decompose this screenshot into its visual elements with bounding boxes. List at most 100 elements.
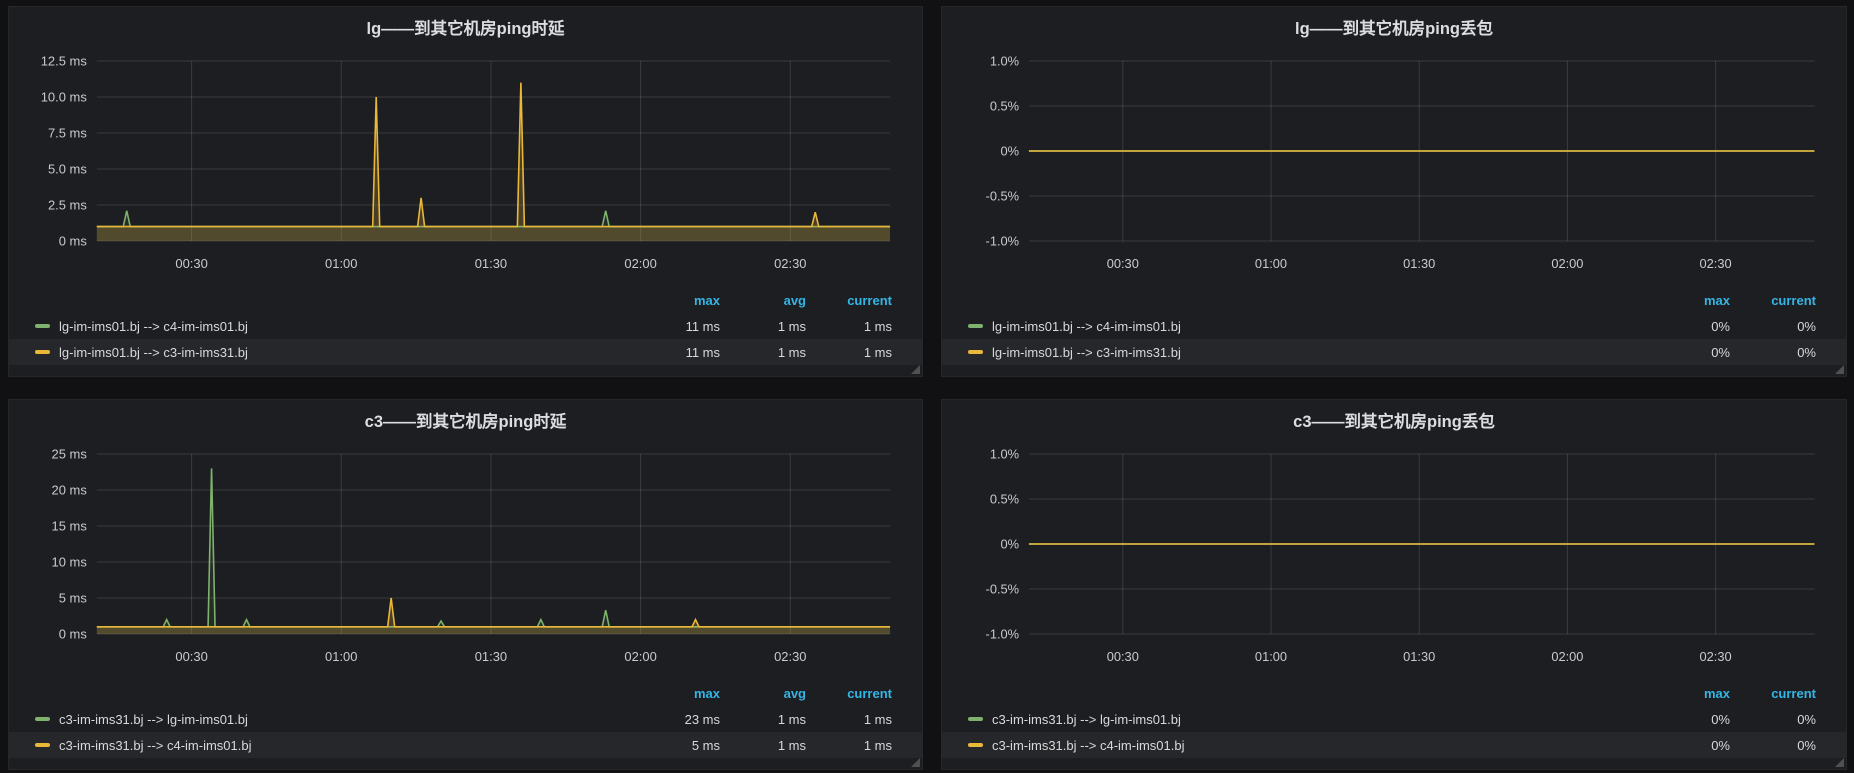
legend-column-max[interactable]: max bbox=[1703, 685, 1730, 701]
y-tick-label: 0.5% bbox=[990, 491, 1020, 506]
legend-row: c3-im-ims31.bj --> c4-im-ims01.bj 0% 0% bbox=[942, 732, 1846, 758]
panel-lg-ping-loss: lg——到其它机房ping丢包 1.0% 0.5% 0% -0.5% -1.0% 00:3… bbox=[941, 6, 1847, 377]
legend-series-name[interactable]: c3-im-ims31.bj --> lg-im-ims01.bj bbox=[59, 711, 248, 727]
panel-resize-handle[interactable] bbox=[911, 758, 920, 767]
legend-series-name[interactable]: c3-im-ims31.bj --> lg-im-ims01.bj bbox=[992, 711, 1181, 727]
legend-row: lg-im-ims01.bj --> c3-im-ims31.bj 11 ms 1 … bbox=[9, 339, 922, 365]
series-color-swatch-icon[interactable] bbox=[35, 717, 50, 721]
series-line bbox=[96, 210, 891, 228]
legend-column-current[interactable]: current bbox=[1771, 292, 1816, 308]
y-tick-label: -0.5% bbox=[986, 581, 1020, 596]
x-tick-label: 00:30 bbox=[1107, 649, 1139, 664]
x-tick-label: 01:30 bbox=[1403, 649, 1435, 664]
y-tick-label: 2.5 ms bbox=[48, 197, 87, 212]
x-tick-label: 01:00 bbox=[1255, 256, 1287, 271]
panel-title[interactable]: c3——到其它机房ping丢包 bbox=[1293, 413, 1495, 431]
legend-series-name[interactable]: lg-im-ims01.bj --> c3-im-ims31.bj bbox=[992, 344, 1181, 360]
y-tick-label: 5 ms bbox=[59, 590, 88, 605]
y-tick-label: -1.0% bbox=[986, 626, 1020, 641]
y-tick-label: 1.0% bbox=[990, 53, 1020, 68]
legend-series-name[interactable]: c3-im-ims31.bj --> c4-im-ims01.bj bbox=[992, 737, 1185, 753]
series-fill bbox=[96, 210, 891, 241]
timeseries-chart[interactable]: 1.0% 0.5% 0% -0.5% -1.0% 00:30 01:00 01:30 02:00… bbox=[942, 7, 1846, 279]
x-tick-label: 01:00 bbox=[325, 649, 357, 664]
series-color-swatch-icon[interactable] bbox=[35, 743, 50, 747]
y-tick-label: 7.5 ms bbox=[48, 125, 87, 140]
y-tick-label: 0 ms bbox=[59, 626, 88, 641]
legend-row: lg-im-ims01.bj --> c4-im-ims01.bj 0% 0% bbox=[942, 313, 1846, 339]
legend-column-max[interactable]: max bbox=[693, 685, 720, 701]
legend-row: c3-im-ims31.bj --> lg-im-ims01.bj 23 ms 1 … bbox=[9, 706, 922, 732]
y-tick-label: 0 ms bbox=[59, 233, 88, 248]
x-tick-label: 01:00 bbox=[325, 256, 357, 271]
legend-row: c3-im-ims31.bj --> c4-im-ims01.bj 5 ms 1 m… bbox=[9, 732, 922, 758]
legend: max avg current lg-im-ims01.bj --> c4-im-im… bbox=[9, 287, 922, 365]
legend-series-name[interactable]: c3-im-ims31.bj --> c4-im-ims01.bj bbox=[59, 737, 252, 753]
legend-row: c3-im-ims31.bj --> lg-im-ims01.bj 0% 0% bbox=[942, 706, 1846, 732]
legend: max current lg-im-ims01.bj --> c4-im-ims01… bbox=[942, 287, 1846, 365]
y-tick-label: 10.0 ms bbox=[41, 89, 88, 104]
legend-header: max avg current bbox=[9, 680, 922, 706]
legend-header: max avg current bbox=[9, 287, 922, 313]
y-tick-label: 1.0% bbox=[990, 446, 1020, 461]
legend-column-current[interactable]: current bbox=[1771, 685, 1816, 701]
y-tick-label: -0.5% bbox=[986, 188, 1020, 203]
legend-column-avg[interactable]: avg bbox=[783, 685, 806, 701]
y-tick-label: 12.5 ms bbox=[41, 53, 88, 68]
legend-stat-value: 0% bbox=[1797, 711, 1816, 727]
timeseries-chart[interactable]: 12.5 ms 10.0 ms 7.5 ms 5.0 ms 2.5 ms 0 ms 00:3… bbox=[9, 7, 922, 279]
x-tick-label: 02:30 bbox=[1700, 256, 1732, 271]
series-line bbox=[96, 597, 891, 628]
legend-stat-value: 1 ms bbox=[863, 318, 892, 334]
panel-resize-handle[interactable] bbox=[1835, 758, 1844, 767]
series-color-swatch-icon[interactable] bbox=[35, 324, 50, 328]
legend-header: max current bbox=[942, 680, 1846, 706]
legend-stat-value: 1 ms bbox=[777, 344, 806, 360]
timeseries-chart[interactable]: 25 ms 20 ms 15 ms 10 ms 5 ms 0 ms 00:30 01:00 01… bbox=[9, 400, 922, 672]
panel-title[interactable]: c3——到其它机房ping时延 bbox=[364, 413, 567, 431]
legend-column-max[interactable]: max bbox=[693, 292, 720, 308]
legend-stat-value: 11 ms bbox=[685, 318, 720, 334]
x-tick-label: 00:30 bbox=[1107, 256, 1139, 271]
x-tick-label: 01:30 bbox=[475, 256, 507, 271]
legend-series-name[interactable]: lg-im-ims01.bj --> c4-im-ims01.bj bbox=[59, 318, 248, 334]
legend-stat-value: 0% bbox=[1711, 711, 1730, 727]
series-color-swatch-icon[interactable] bbox=[968, 743, 983, 747]
panel-title[interactable]: lg——到其它机房ping时延 bbox=[366, 20, 565, 38]
panel-title[interactable]: lg——到其它机房ping丢包 bbox=[1295, 20, 1493, 38]
panel-lg-ping-latency: lg——到其它机房ping时延 12.5 ms 10.0 ms 7.5 ms 5.0 … bbox=[8, 6, 923, 377]
legend-header: max current bbox=[942, 287, 1846, 313]
legend-column-current[interactable]: current bbox=[847, 292, 892, 308]
series-line bbox=[96, 468, 891, 628]
legend-stat-value: 1 ms bbox=[863, 344, 892, 360]
y-tick-label: 20 ms bbox=[52, 482, 88, 497]
y-tick-label: 0.5% bbox=[990, 98, 1020, 113]
series-fill bbox=[96, 82, 891, 241]
legend-series-name[interactable]: lg-im-ims01.bj --> c4-im-ims01.bj bbox=[992, 318, 1181, 334]
panel-c3-ping-latency: c3——到其它机房ping时延 25 ms 20 ms 15 ms 10 ms 5 ms… bbox=[8, 399, 923, 770]
series-color-swatch-icon[interactable] bbox=[968, 717, 983, 721]
legend: max avg current c3-im-ims31.bj --> lg-im-im… bbox=[9, 680, 922, 758]
timeseries-chart[interactable]: 1.0% 0.5% 0% -0.5% -1.0% 00:30 01:00 01:30 02:00… bbox=[942, 400, 1846, 672]
legend-series-name[interactable]: lg-im-ims01.bj --> c3-im-ims31.bj bbox=[59, 344, 248, 360]
x-tick-label: 02:30 bbox=[774, 256, 806, 271]
series-color-swatch-icon[interactable] bbox=[968, 350, 983, 354]
panel-resize-handle[interactable] bbox=[1835, 365, 1844, 374]
legend-stat-value: 0% bbox=[1711, 318, 1730, 334]
legend-stat-value: 11 ms bbox=[685, 344, 720, 360]
x-tick-label: 02:30 bbox=[774, 649, 806, 664]
legend-column-avg[interactable]: avg bbox=[783, 292, 806, 308]
legend-column-max[interactable]: max bbox=[1703, 292, 1730, 308]
x-tick-label: 00:30 bbox=[175, 256, 207, 271]
legend-row: lg-im-ims01.bj --> c3-im-ims31.bj 0% 0% bbox=[942, 339, 1846, 365]
legend-stat-value: 1 ms bbox=[863, 737, 892, 753]
panel-resize-handle[interactable] bbox=[911, 365, 920, 374]
series-line bbox=[96, 82, 891, 228]
legend-column-current[interactable]: current bbox=[847, 685, 892, 701]
series-fill bbox=[96, 598, 891, 634]
series-color-swatch-icon[interactable] bbox=[968, 324, 983, 328]
y-tick-label: 0% bbox=[1001, 536, 1020, 551]
series-color-swatch-icon[interactable] bbox=[35, 350, 50, 354]
x-tick-label: 01:30 bbox=[475, 649, 507, 664]
